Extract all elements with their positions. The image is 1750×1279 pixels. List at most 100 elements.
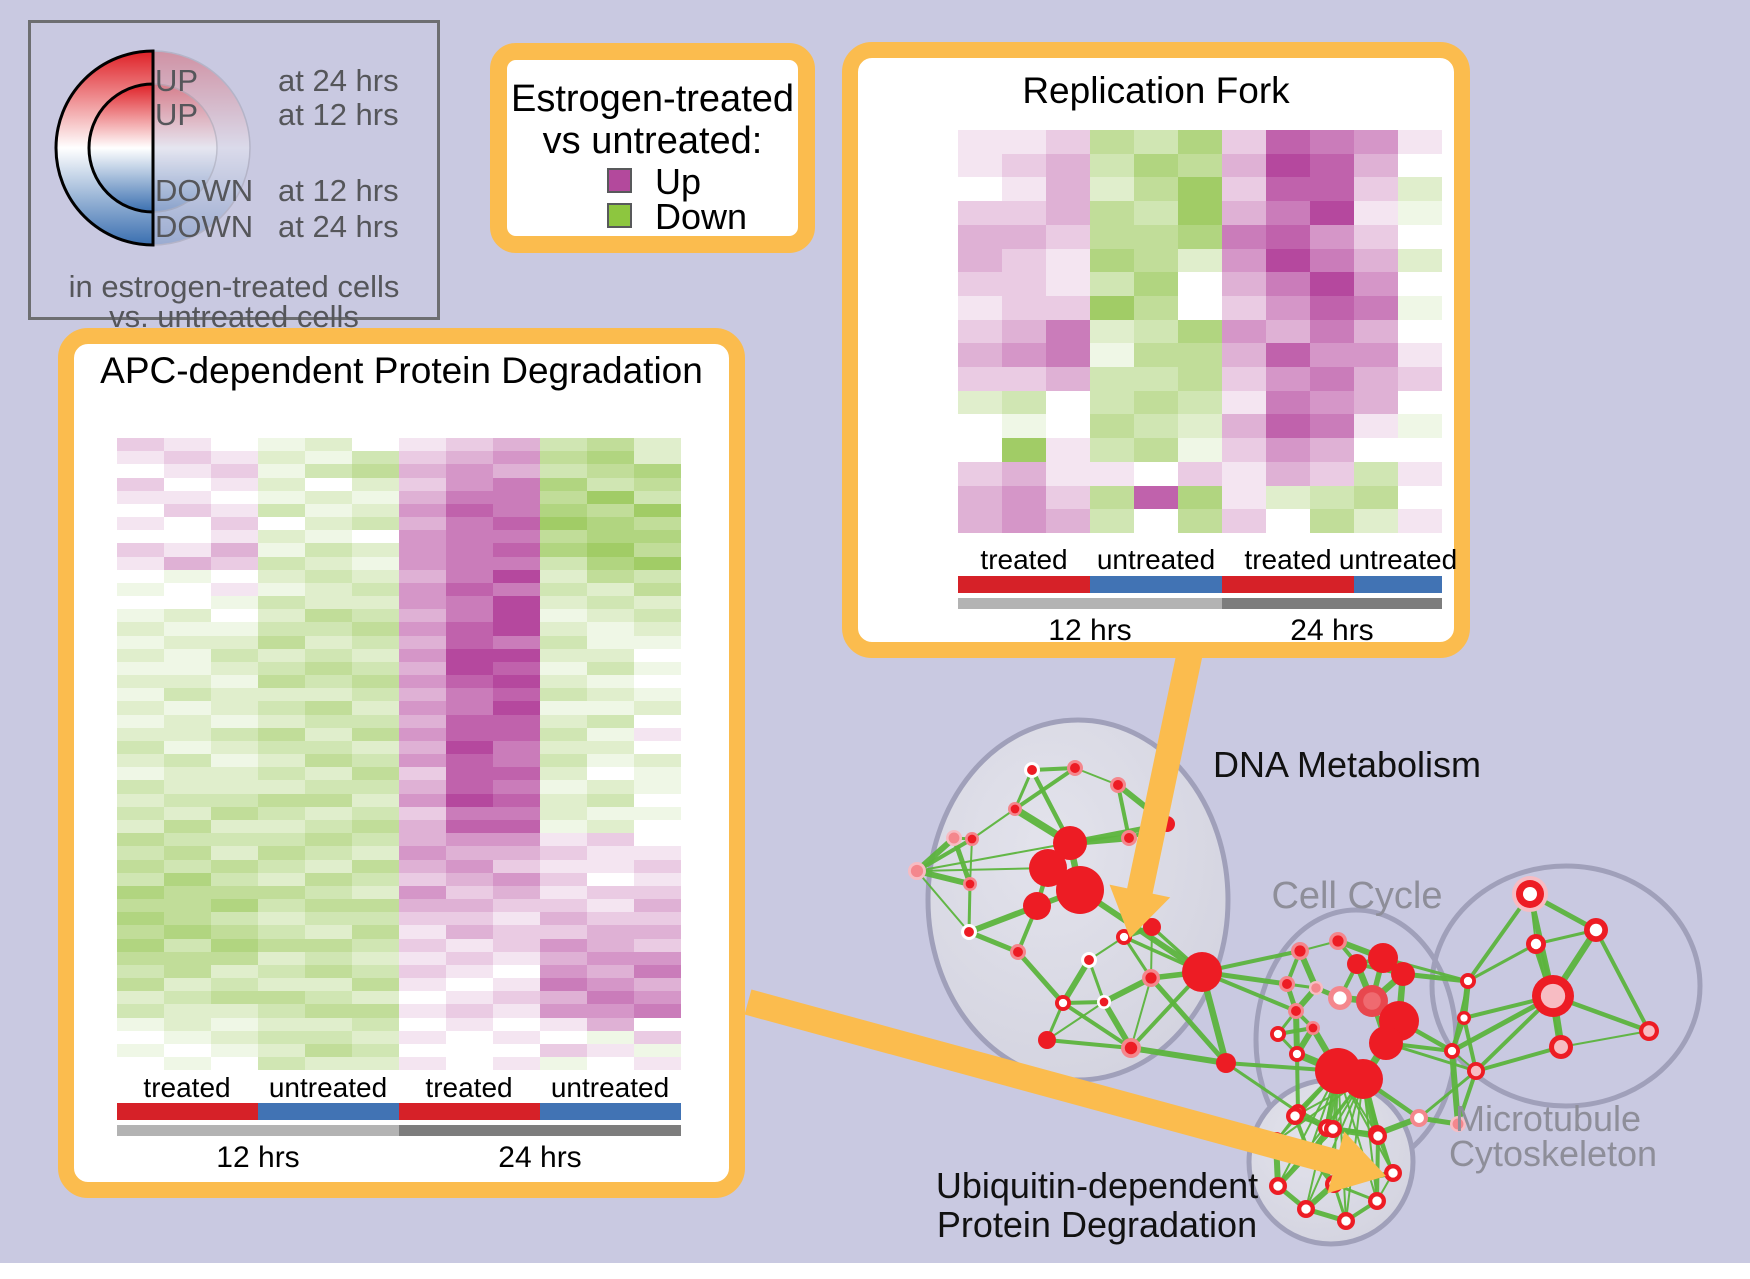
heatmap-cell [634, 609, 681, 623]
network-edge [1046, 1001, 1105, 1041]
heatmap-cell [493, 701, 540, 715]
heatmap-cell [211, 793, 258, 807]
heatmap-cell [399, 793, 446, 807]
heatmap-row [117, 951, 681, 965]
heatmap-cell [164, 622, 211, 636]
heatmap-row [117, 1030, 681, 1044]
heatmap-cell [1134, 319, 1178, 344]
heatmap-cell [587, 543, 634, 557]
heatmap-cell [352, 964, 399, 979]
heatmap-cell [1090, 272, 1134, 296]
heatmap-cell [399, 596, 446, 610]
heatmap-cell [352, 1017, 399, 1031]
heatmap-cell [164, 675, 211, 689]
heatmap-cell [1310, 485, 1354, 510]
heatmap-cell [399, 556, 446, 570]
heatmap-cell [164, 451, 211, 465]
rf-12hrs-label: 12 hrs [1048, 614, 1132, 647]
heatmap-cell [164, 885, 211, 900]
heatmap-cell [1266, 390, 1310, 415]
heatmap-cell [352, 609, 399, 623]
heatmap-cell [1090, 414, 1134, 439]
heatmap-cell [1090, 390, 1134, 415]
heatmap-cell [117, 978, 164, 992]
heatmap-cell [446, 675, 493, 689]
heatmap-cell [540, 569, 587, 583]
heatmap-cell [446, 1004, 493, 1018]
heatmap-cell [1002, 319, 1046, 344]
heatmap-cell [117, 635, 164, 649]
heatmap-cell [634, 833, 681, 847]
heatmap-cell [634, 872, 681, 886]
heatmap-cell [352, 490, 399, 504]
heatmap-cell [258, 859, 305, 873]
heatmap-cell [352, 859, 399, 873]
heatmap-cell [540, 780, 587, 794]
heatmap-cell [258, 951, 305, 965]
network-edge [1305, 1070, 1339, 1210]
heatmap-cell [352, 899, 399, 913]
heatmap-cell [1134, 414, 1178, 439]
heatmap-cell [352, 938, 399, 952]
heatmap-row [117, 543, 681, 557]
heatmap-cell [1354, 461, 1398, 486]
heatmap-cell [352, 991, 399, 1005]
heatmap-cell [117, 740, 164, 755]
heatmap-cell [634, 661, 681, 676]
heatmap-cell [211, 701, 258, 715]
network-node [1119, 932, 1129, 942]
heatmap-cell [352, 846, 399, 860]
heatmap-cell [493, 635, 540, 649]
heatmap-cell [1398, 319, 1442, 344]
heatmap-cell [587, 1030, 634, 1044]
network-node [1053, 826, 1087, 860]
heatmap-cell [540, 899, 587, 913]
heatmap-cell [1222, 153, 1266, 178]
heatmap-cell [117, 925, 164, 939]
heatmap-cell [399, 569, 446, 583]
heatmap-cell [258, 675, 305, 689]
heatmap-cell [352, 464, 399, 478]
heatmap-cell [1354, 509, 1398, 533]
heatmap-cell [493, 912, 540, 926]
heatmap-cell [399, 846, 446, 860]
heatmap-cell [1354, 319, 1398, 344]
heatmap-cell [446, 899, 493, 913]
heatmap-cell [540, 438, 587, 452]
network-node [1023, 892, 1051, 920]
cluster-circle [1429, 863, 1703, 1109]
heatmap-cell [958, 367, 1002, 391]
heatmap-cell [305, 582, 352, 597]
heatmap-cell [1046, 319, 1090, 344]
heatmap-cell [399, 1017, 446, 1031]
heatmap-cell [258, 596, 305, 610]
heatmap-cell [164, 1004, 211, 1018]
network-node [1589, 923, 1603, 937]
heatmap-cell [211, 899, 258, 913]
heatmap-cell [493, 780, 540, 794]
heatmap-cell [1310, 295, 1354, 320]
network-node [967, 834, 977, 844]
network-node [1292, 1049, 1302, 1059]
heatmap-cell [493, 978, 540, 992]
heatmap-cell [211, 991, 258, 1005]
network-node [1460, 1014, 1468, 1022]
network-node [1124, 833, 1134, 843]
heatmap-cell [1354, 414, 1398, 439]
network-node [1308, 1023, 1318, 1033]
heatmap-cell [446, 701, 493, 715]
heatmap-cell [399, 727, 446, 741]
heatmap-cell [540, 819, 587, 834]
heatmap-cell [493, 767, 540, 781]
heatmap-cell [211, 872, 258, 886]
network-node [1328, 1124, 1338, 1134]
heatmap-cell [211, 569, 258, 583]
heatmap-cell [399, 885, 446, 900]
updown-legend-title-line1: Estrogen-treated [510, 78, 795, 120]
heatmap-cell [493, 451, 540, 465]
heatmap-cell [117, 951, 164, 965]
heatmap-cell [1002, 201, 1046, 225]
heatmap-row [958, 319, 1442, 344]
heatmap-cell [1222, 224, 1266, 249]
